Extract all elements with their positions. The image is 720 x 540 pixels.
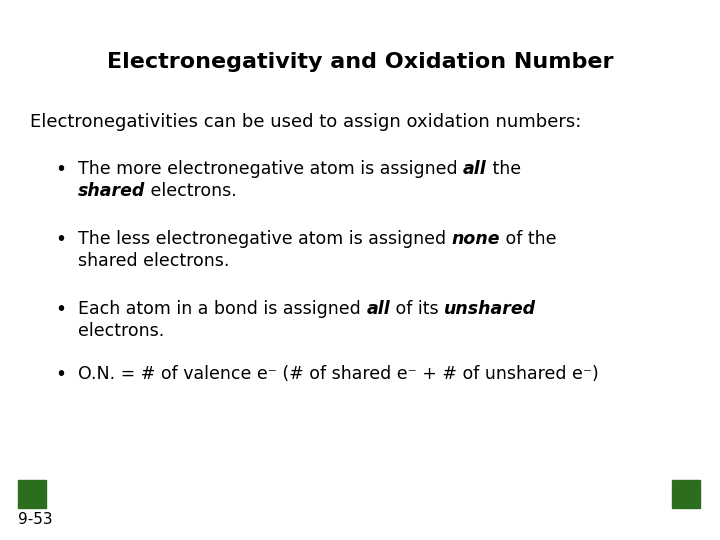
Text: 9-53: 9-53 [18, 512, 53, 527]
Text: •: • [55, 365, 66, 384]
Text: •: • [55, 300, 66, 319]
Text: The less electronegative atom is assigned: The less electronegative atom is assigne… [78, 230, 451, 248]
Text: unshared: unshared [444, 300, 536, 318]
Text: The more electronegative atom is assigned: The more electronegative atom is assigne… [78, 160, 463, 178]
Text: of its: of its [390, 300, 444, 318]
FancyBboxPatch shape [58, 0, 646, 31]
Text: all: all [366, 300, 390, 318]
Text: Electronegativities can be used to assign oxidation numbers:: Electronegativities can be used to assig… [30, 113, 581, 131]
Text: of the: of the [500, 230, 557, 248]
Text: shared electrons.: shared electrons. [78, 252, 230, 270]
Text: O.N. = # of valence e⁻ (# of shared e⁻ + # of unshared e⁻): O.N. = # of valence e⁻ (# of shared e⁻ +… [78, 365, 599, 383]
Text: none: none [451, 230, 500, 248]
Text: •: • [55, 230, 66, 249]
Text: shared: shared [78, 182, 145, 200]
Text: Electronegativity and Oxidation Number: Electronegativity and Oxidation Number [107, 52, 613, 72]
Text: the: the [487, 160, 521, 178]
Text: •: • [55, 160, 66, 179]
Text: electrons.: electrons. [145, 182, 237, 200]
Text: Each atom in a bond is assigned: Each atom in a bond is assigned [78, 300, 366, 318]
Text: electrons.: electrons. [78, 322, 164, 340]
Text: all: all [463, 160, 487, 178]
